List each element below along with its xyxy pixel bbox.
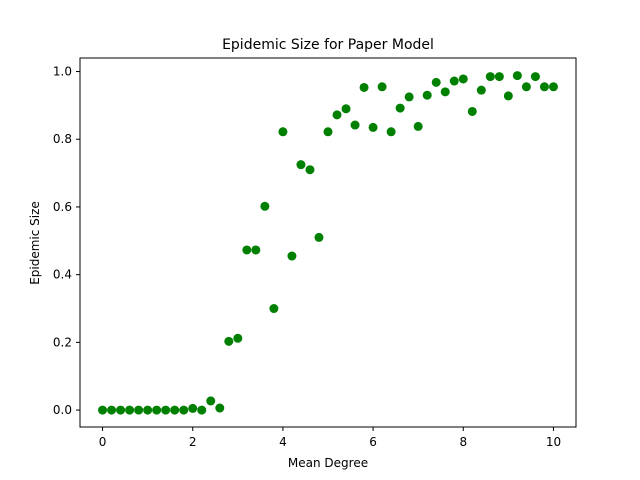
data-point	[503, 91, 513, 101]
x-tick-label: 0	[99, 435, 107, 449]
data-point	[107, 405, 117, 415]
data-point	[431, 77, 441, 87]
data-point	[152, 405, 162, 415]
data-point	[98, 405, 108, 415]
data-point	[233, 333, 243, 343]
data-point	[539, 82, 549, 92]
data-point	[170, 405, 180, 415]
data-point	[116, 405, 126, 415]
data-point	[404, 92, 414, 102]
data-point	[368, 122, 378, 132]
x-tick-label: 6	[369, 435, 377, 449]
data-point	[458, 74, 468, 84]
data-point	[530, 72, 540, 82]
data-point	[143, 405, 153, 415]
y-axis-label: Epidemic Size	[28, 201, 42, 285]
y-tick-label: 0.6	[53, 200, 72, 214]
data-point	[440, 87, 450, 97]
y-axis-ticks: 0.0 0.2 0.4 0.6 0.8 1.0	[53, 65, 80, 417]
data-point	[521, 82, 531, 92]
data-point	[323, 127, 333, 137]
data-point	[494, 72, 504, 82]
data-point	[287, 251, 297, 261]
data-point	[314, 232, 324, 242]
x-tick-label: 4	[279, 435, 287, 449]
data-point	[350, 120, 360, 130]
x-tick-label: 2	[189, 435, 197, 449]
data-point	[179, 405, 189, 415]
data-points	[98, 71, 558, 415]
data-point	[449, 76, 459, 86]
data-point	[224, 336, 234, 346]
y-tick-label: 0.2	[53, 335, 72, 349]
data-point	[359, 82, 369, 92]
plot-frame	[79, 57, 577, 428]
y-tick-label: 0.4	[53, 268, 72, 282]
y-tick-label: 0.8	[53, 132, 72, 146]
data-point	[395, 103, 405, 113]
data-point	[161, 405, 171, 415]
data-point	[251, 245, 261, 255]
data-point	[467, 106, 477, 116]
data-point	[332, 110, 342, 120]
data-point	[260, 201, 270, 211]
data-point	[341, 104, 351, 114]
data-point	[134, 405, 144, 415]
data-point	[215, 403, 225, 413]
data-point	[296, 160, 306, 170]
data-point	[413, 121, 423, 131]
data-point	[188, 403, 198, 413]
data-point	[548, 82, 558, 92]
x-tick-label: 8	[459, 435, 467, 449]
x-axis-ticks: 0 2 4 6 8 10	[99, 427, 561, 449]
data-point	[305, 165, 315, 175]
data-point	[206, 396, 216, 406]
x-tick-label: 10	[546, 435, 561, 449]
y-tick-label: 0.0	[53, 403, 72, 417]
data-point	[485, 72, 495, 82]
data-point	[422, 90, 432, 100]
y-tick-label: 1.0	[53, 65, 72, 79]
data-point	[512, 71, 522, 81]
data-point	[269, 304, 279, 314]
x-axis-label: Mean Degree	[288, 456, 368, 470]
data-point	[476, 85, 486, 95]
data-point	[377, 82, 387, 92]
chart-title: Epidemic Size for Paper Model	[222, 37, 434, 53]
data-point	[197, 405, 207, 415]
data-point	[242, 245, 252, 255]
data-point	[125, 405, 135, 415]
data-point	[278, 127, 288, 137]
data-point	[386, 127, 396, 137]
